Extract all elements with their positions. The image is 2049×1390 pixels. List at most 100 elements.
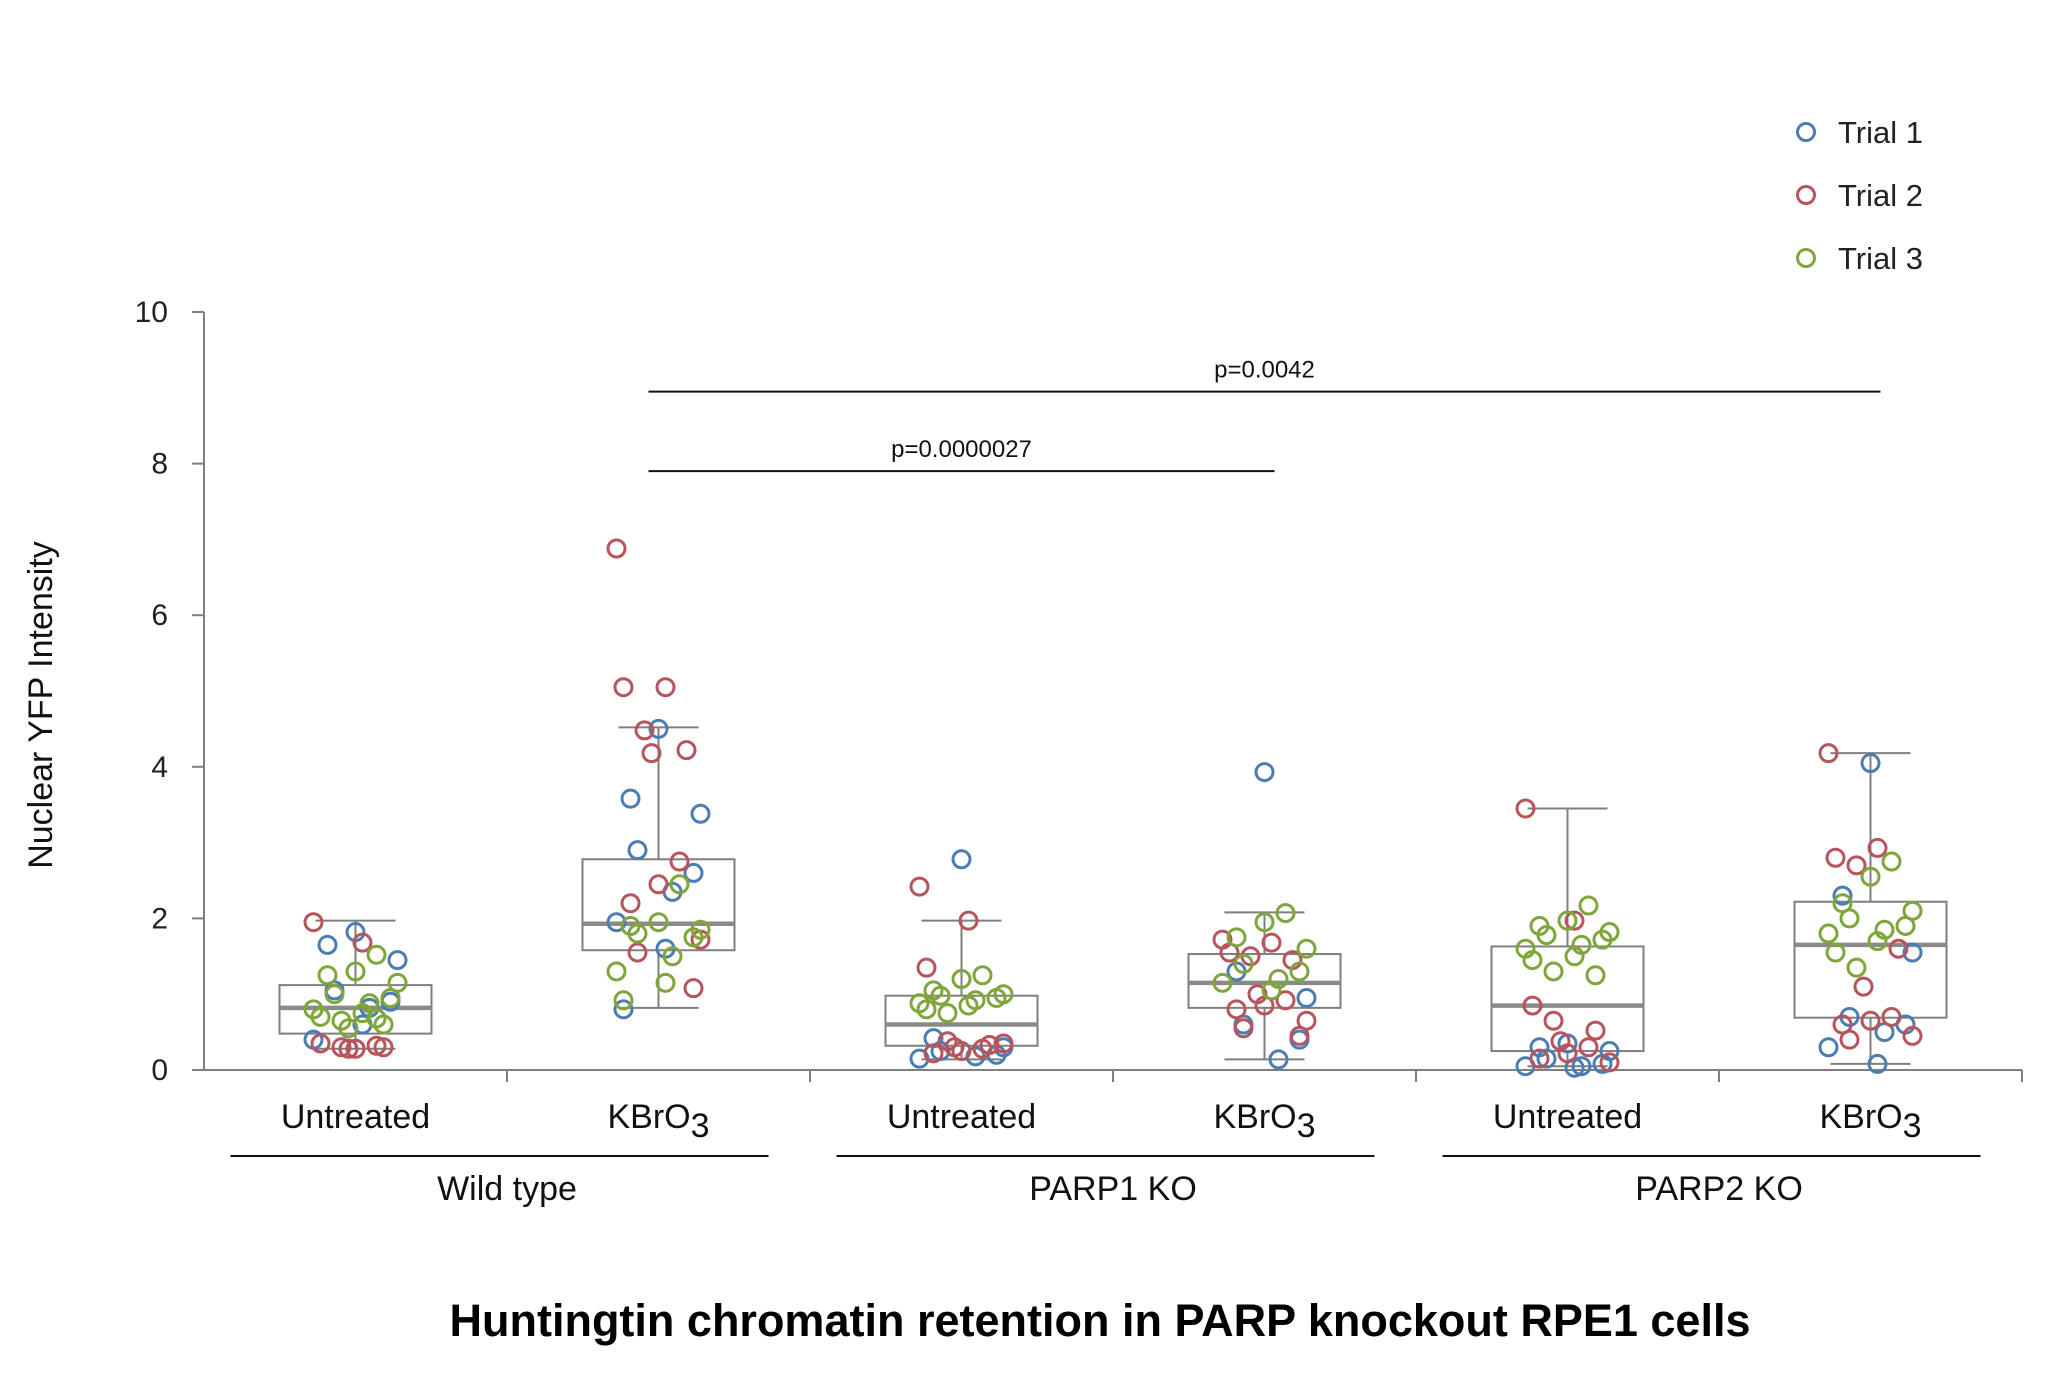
cat-4-point-trial-1-3 (1296, 987, 1317, 1008)
cat-6-label: KBrO3 (1819, 1098, 1921, 1145)
cat-2-point-trial-3-5 (627, 923, 648, 944)
cat-1-point-trial-3-13 (338, 1018, 359, 1039)
cat-2-point-trial-2-2 (655, 677, 676, 698)
group-2-label: PARP1 KO (1029, 1170, 1197, 1208)
cat-5-point-trial-2-5 (1585, 1020, 1606, 1041)
cat-1-point-trial-1-2 (317, 934, 338, 955)
cat-1-point-trial-3-5 (324, 984, 345, 1005)
cat-2-point-trial-2-7 (669, 851, 690, 872)
cat-3-point-trial-2-7 (972, 1038, 993, 1059)
cat-6-point-trial-3-2 (1860, 866, 1881, 887)
cat-4-point-trial-2-7 (1275, 990, 1296, 1011)
cat-2-point-trial-1-3 (690, 803, 711, 824)
cat-2-point-trial-3-1 (669, 874, 690, 895)
cat-6-point-trial-3-8 (1818, 923, 1839, 944)
significance-1-label: p=0.0042 (1214, 357, 1315, 384)
cat-6-point-trial-2-8 (1860, 1010, 1881, 1031)
cat-6-point-trial-1-8 (1867, 1053, 1888, 1074)
cat-5-point-trial-3-12 (1585, 965, 1606, 986)
cat-4-point-trial-3-1 (1275, 903, 1296, 924)
cat-5-point-trial-3-11 (1543, 961, 1564, 982)
cat-4-point-trial-3-4 (1296, 938, 1317, 959)
y-tick-label-8: 8 (151, 448, 168, 481)
cat-6-point-trial-3-1 (1881, 851, 1902, 872)
cat-5-point-trial-3-6 (1592, 929, 1613, 950)
cat-6-point-trial-3-5 (1839, 908, 1860, 929)
cat-1-point-trial-3-6 (380, 987, 401, 1008)
cat-1-point-trial-2-8 (345, 1038, 366, 1059)
cat-6-point-trial-2-1 (1818, 743, 1839, 764)
cat-2-point-trial-3-9 (655, 972, 676, 993)
cat-6-point-trial-3-10 (1825, 942, 1846, 963)
cat-2-point-trial-2-11 (627, 942, 648, 963)
cat-4-point-trial-1-6 (1268, 1049, 1289, 1070)
cat-5-point-trial-3-1 (1578, 895, 1599, 916)
cat-5-point-trial-2-2 (1564, 910, 1585, 931)
cat-6-point-trial-2-5 (1888, 938, 1909, 959)
cat-3-point-trial-2-3 (916, 957, 937, 978)
cat-2-point-trial-2-1 (606, 538, 627, 559)
cat-3-label: Untreated (887, 1098, 1036, 1136)
group-1-label: Wild type (437, 1170, 577, 1208)
cat-2-point-trial-2-5 (676, 740, 697, 761)
cat-1-point-trial-3-3 (317, 965, 338, 986)
cat-6-point-trial-1-2 (1832, 885, 1853, 906)
cat-1-point-trial-2-7 (366, 1035, 387, 1056)
legend-marker-3 (1796, 248, 1816, 268)
cat-6-point-trial-2-2 (1867, 837, 1888, 858)
cat-6-point-trial-3-6 (1895, 915, 1916, 936)
cat-2-point-trial-2-9 (620, 893, 641, 914)
cat-3-point-trial-2-1 (909, 876, 930, 897)
cat-2-point-trial-2-8 (648, 874, 669, 895)
cat-2-point-trial-1-5 (683, 862, 704, 883)
cat-3-point-trial-3-11 (937, 1003, 958, 1024)
cat-2-point-trial-3-7 (662, 946, 683, 967)
cat-1-point-trial-3-14 (366, 1008, 387, 1029)
cat-3-point-trial-2-9 (923, 1043, 944, 1064)
cat-3-point-trial-1-1 (951, 849, 972, 870)
cat-2-point-trial-1-7 (606, 912, 627, 933)
group-3-label: PARP2 KO (1635, 1170, 1803, 1208)
cat-6-point-trial-1-7 (1818, 1037, 1839, 1058)
cat-3-point-trial-3-1 (972, 965, 993, 986)
cat-2-point-trial-1-1 (648, 718, 669, 739)
cat-6-point-trial-1-3 (1902, 942, 1923, 963)
cat-3-point-trial-2-10 (993, 1033, 1014, 1054)
cat-5-point-trial-3-5 (1536, 925, 1557, 946)
y-axis-label: Nuclear YFP Intensity (22, 541, 60, 869)
cat-5-point-trial-2-4 (1543, 1010, 1564, 1031)
cat-4-point-trial-3-9 (1261, 980, 1282, 1001)
cat-6-point-trial-2-4 (1846, 855, 1867, 876)
cat-6-point-trial-3-9 (1867, 931, 1888, 952)
cat-6-point-trial-2-6 (1853, 976, 1874, 997)
y-tick-label-6: 6 (151, 599, 168, 632)
cat-2-point-trial-1-9 (613, 999, 634, 1020)
cat-1-point-trial-3-2 (345, 961, 366, 982)
cat-1-point-trial-3-1 (366, 944, 387, 965)
cat-3-point-trial-3-10 (916, 999, 937, 1020)
cat-1-point-trial-3-10 (310, 1006, 331, 1027)
cat-5-point-trial-2-8 (1557, 1043, 1578, 1064)
cat-5-point-trial-2-9 (1529, 1048, 1550, 1069)
cat-3-point-trial-2-8 (951, 1041, 972, 1062)
cat-2-point-trial-3-6 (683, 927, 704, 948)
y-tick-label-2: 2 (151, 902, 168, 935)
cat-5-point-trial-2-1 (1515, 798, 1536, 819)
chart-title: Huntingtin chromatin retention in PARP k… (450, 1295, 1751, 1346)
cat-4-label: KBrO3 (1213, 1098, 1315, 1145)
significance-2-label: p=0.0000027 (891, 436, 1032, 463)
cat-2-point-trial-2-12 (683, 978, 704, 999)
cat-2-label: KBrO3 (607, 1098, 709, 1145)
cat-1-point-trial-2-2 (352, 932, 373, 953)
cat-2-point-trial-1-2 (620, 788, 641, 809)
cat-4-point-trial-2-9 (1226, 999, 1247, 1020)
cat-2-box (581, 858, 736, 952)
legend-label-3: Trial 3 (1838, 241, 1923, 276)
cat-4-point-trial-3-3 (1226, 927, 1247, 948)
cat-4-point-trial-3-6 (1289, 961, 1310, 982)
cat-1-point-trial-2-6 (338, 1038, 359, 1059)
cat-6-point-trial-2-10 (1902, 1025, 1923, 1046)
y-tick-label-4: 4 (151, 751, 168, 784)
legend-label-1: Trial 1 (1838, 115, 1923, 150)
cat-5-point-trial-2-10 (1599, 1052, 1620, 1073)
